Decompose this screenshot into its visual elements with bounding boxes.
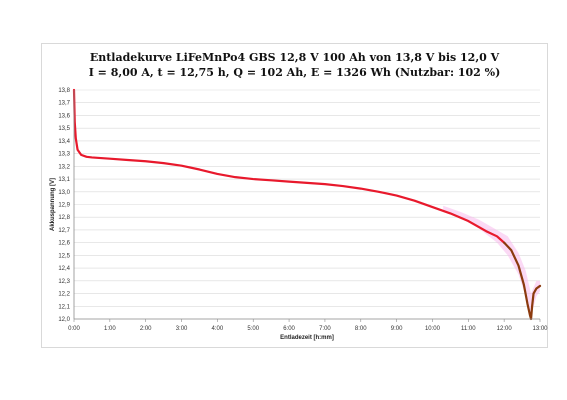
y-tick-label: 12,5 <box>58 253 70 259</box>
x-tick-label: 3:00 <box>176 326 188 332</box>
y-tick-label: 12,9 <box>58 203 70 209</box>
chart-frame <box>41 43 548 348</box>
y-tick-label: 12,2 <box>58 292 70 298</box>
x-tick-label: 13:00 <box>532 326 548 332</box>
x-tick-label: 5:00 <box>247 326 259 332</box>
axis-layer <box>73 90 541 322</box>
y-axis-label: Akkuspannung [V] <box>50 178 56 231</box>
series-line-2 <box>503 241 542 321</box>
tick-layer: 12,0 12,1 12,2 12,3 12,4 12,5 12,6 12,7 12,8 12,9… <box>58 88 548 332</box>
series-layer <box>72 88 542 321</box>
x-axis-label: Entladezeit [h:mm] <box>280 335 334 341</box>
y-tick-label: 12,1 <box>58 304 70 310</box>
series-line-1 <box>72 88 506 244</box>
chart-title: Entladekurve LiFeMnPo4 GBS 12,8 V 100 Ah… <box>41 50 548 80</box>
chart-title-line1: Entladekurve LiFeMnPo4 GBS 12,8 V 100 Ah… <box>89 51 500 64</box>
x-tick-label: 9:00 <box>391 326 403 332</box>
x-tick-label: 10:00 <box>425 326 441 332</box>
x-tick-label: 1:00 <box>104 326 116 332</box>
x-tick-label: 11:00 <box>461 326 476 332</box>
y-tick-label: 12,3 <box>58 279 70 285</box>
y-tick-label: 13,5 <box>58 126 70 132</box>
y-tick-label: 13,0 <box>58 190 70 196</box>
chart-title-line2: I = 8,00 A, t = 12,75 h, Q = 102 Ah, E =… <box>88 66 501 79</box>
x-tick-label: 0:00 <box>68 326 80 332</box>
y-tick-label: 12,7 <box>58 228 70 234</box>
x-tick-label: 7:00 <box>319 326 331 332</box>
grid-layer <box>74 89 540 320</box>
y-tick-label: 12,6 <box>58 241 70 247</box>
x-tick-label: 6:00 <box>283 326 295 332</box>
y-tick-label: 13,2 <box>58 164 70 170</box>
x-tick-label: 8:00 <box>355 326 367 332</box>
y-tick-label: 13,7 <box>58 101 70 107</box>
y-tick-label: 13,8 <box>58 88 70 94</box>
band-layer <box>443 205 540 317</box>
x-tick-label: 12:00 <box>497 326 513 332</box>
x-tick-label: 2:00 <box>140 326 152 332</box>
y-tick-label: 13,4 <box>58 139 70 145</box>
y-tick-label: 12,0 <box>58 317 70 323</box>
y-tick-label: 13,1 <box>58 177 70 183</box>
x-tick-label: 4:00 <box>212 326 224 332</box>
y-tick-label: 13,3 <box>58 152 70 158</box>
y-tick-label: 13,6 <box>58 113 70 119</box>
spread-band <box>443 205 540 317</box>
y-tick-label: 12,8 <box>58 215 70 221</box>
y-tick-label: 12,4 <box>58 266 70 272</box>
